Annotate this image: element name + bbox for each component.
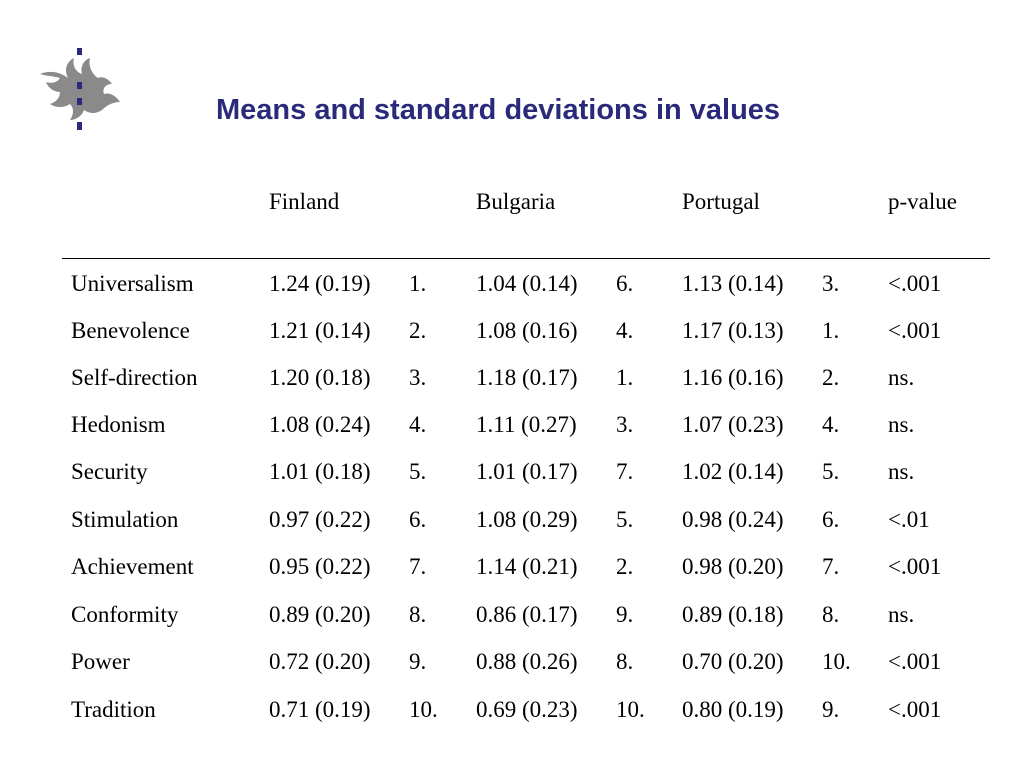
finland-mean-sd: 1.01 (0.18) — [269, 459, 371, 484]
p-value: ns. — [888, 412, 915, 437]
row-label: Security — [71, 459, 148, 484]
finland-rank: 2. — [409, 318, 427, 343]
finland-rank: 6. — [409, 507, 427, 532]
finland-rank: 1. — [409, 271, 427, 296]
finland-rank: 3. — [409, 365, 427, 390]
portugal-rank: 9. — [822, 697, 840, 722]
portugal-rank: 5. — [822, 459, 840, 484]
portugal-rank: 10. — [822, 649, 851, 674]
header-bulgaria: Bulgaria — [476, 189, 556, 214]
finland-rank: 7. — [409, 554, 427, 579]
finland-mean-sd: 0.71 (0.19) — [269, 697, 371, 722]
row-label: Benevolence — [71, 318, 190, 343]
bulgaria-mean-sd: 1.08 (0.16) — [476, 318, 578, 343]
bulgaria-rank: 2. — [616, 554, 634, 579]
table-row: Achievement 0.95 (0.22) 7. 1.14 (0.21) 2… — [0, 553, 1024, 600]
portugal-mean-sd: 1.17 (0.13) — [682, 318, 784, 343]
finland-rank: 4. — [409, 412, 427, 437]
p-value: <.001 — [888, 271, 942, 296]
row-label: Conformity — [71, 602, 179, 627]
bulgaria-mean-sd: 0.88 (0.26) — [476, 649, 578, 674]
portugal-mean-sd: 1.13 (0.14) — [682, 271, 784, 296]
finland-mean-sd: 0.97 (0.22) — [269, 507, 371, 532]
bulgaria-mean-sd: 1.11 (0.27) — [476, 412, 577, 437]
p-value: ns. — [888, 602, 915, 627]
p-value: <.001 — [888, 318, 942, 343]
bulgaria-mean-sd: 0.69 (0.23) — [476, 697, 578, 722]
finland-mean-sd: 1.21 (0.14) — [269, 318, 371, 343]
row-label: Stimulation — [71, 507, 179, 532]
table-row: Self-direction 1.20 (0.18) 3. 1.18 (0.17… — [0, 364, 1024, 411]
portugal-mean-sd: 1.16 (0.16) — [682, 365, 784, 390]
p-value: <.001 — [888, 554, 942, 579]
row-label: Universalism — [71, 271, 194, 296]
p-value: <.001 — [888, 649, 942, 674]
p-value: <.01 — [888, 507, 930, 532]
table-row: Hedonism 1.08 (0.24) 4. 1.11 (0.27) 3. 1… — [0, 411, 1024, 458]
portugal-mean-sd: 1.07 (0.23) — [682, 412, 784, 437]
bulgaria-rank: 5. — [616, 507, 634, 532]
finland-mean-sd: 1.24 (0.19) — [269, 271, 371, 296]
portugal-rank: 7. — [822, 554, 840, 579]
row-label: Hedonism — [71, 412, 166, 437]
finland-mean-sd: 0.72 (0.20) — [269, 649, 371, 674]
table-row: Tradition 0.71 (0.19) 10. 0.69 (0.23) 10… — [0, 696, 1024, 743]
finland-rank: 8. — [409, 602, 427, 627]
p-value: ns. — [888, 459, 915, 484]
bulgaria-mean-sd: 1.04 (0.14) — [476, 271, 578, 296]
row-label: Self-direction — [71, 365, 198, 390]
row-label: Achievement — [71, 554, 194, 579]
bulgaria-rank: 10. — [616, 697, 645, 722]
portugal-mean-sd: 0.80 (0.19) — [682, 697, 784, 722]
p-value: ns. — [888, 365, 915, 390]
bulgaria-rank: 8. — [616, 649, 634, 674]
row-label: Power — [71, 649, 130, 674]
bulgaria-rank: 3. — [616, 412, 634, 437]
portugal-rank: 4. — [822, 412, 840, 437]
portugal-mean-sd: 1.02 (0.14) — [682, 459, 784, 484]
table-row: Universalism 1.24 (0.19) 1. 1.04 (0.14) … — [0, 270, 1024, 317]
header-p-value: p-value — [888, 189, 957, 214]
table-row: Security 1.01 (0.18) 5. 1.01 (0.17) 7. 1… — [0, 458, 1024, 505]
slide-title: Means and standard deviations in values — [216, 94, 781, 126]
bulgaria-mean-sd: 1.08 (0.29) — [476, 507, 578, 532]
bulgaria-mean-sd: 1.14 (0.21) — [476, 554, 578, 579]
bulgaria-rank: 6. — [616, 271, 634, 296]
finland-rank: 5. — [409, 459, 427, 484]
bulgaria-mean-sd: 1.18 (0.17) — [476, 365, 578, 390]
finland-mean-sd: 1.20 (0.18) — [269, 365, 371, 390]
p-value: <.001 — [888, 697, 942, 722]
header-divider — [62, 258, 990, 259]
header-portugal: Portugal — [682, 189, 760, 214]
portugal-mean-sd: 0.70 (0.20) — [682, 649, 784, 674]
table-row: Benevolence 1.21 (0.14) 2. 1.08 (0.16) 4… — [0, 317, 1024, 364]
bulgaria-mean-sd: 0.86 (0.17) — [476, 602, 578, 627]
portugal-rank: 1. — [822, 318, 840, 343]
university-flame-logo-icon — [40, 48, 120, 130]
bulgaria-rank: 4. — [616, 318, 634, 343]
finland-mean-sd: 1.08 (0.24) — [269, 412, 371, 437]
portugal-rank: 8. — [822, 602, 840, 627]
table-row: Power 0.72 (0.20) 9. 0.88 (0.26) 8. 0.70… — [0, 648, 1024, 695]
finland-mean-sd: 0.95 (0.22) — [269, 554, 371, 579]
bulgaria-rank: 1. — [616, 365, 634, 390]
finland-rank: 9. — [409, 649, 427, 674]
portugal-rank: 2. — [822, 365, 840, 390]
table-row: Stimulation 0.97 (0.22) 6. 1.08 (0.29) 5… — [0, 506, 1024, 553]
bulgaria-rank: 9. — [616, 602, 634, 627]
header-finland: Finland — [269, 189, 340, 214]
portugal-mean-sd: 0.89 (0.18) — [682, 602, 784, 627]
portugal-mean-sd: 0.98 (0.24) — [682, 507, 784, 532]
table-row: Conformity 0.89 (0.20) 8. 0.86 (0.17) 9.… — [0, 601, 1024, 648]
portugal-mean-sd: 0.98 (0.20) — [682, 554, 784, 579]
bulgaria-mean-sd: 1.01 (0.17) — [476, 459, 578, 484]
row-label: Tradition — [71, 697, 156, 722]
finland-rank: 10. — [409, 697, 438, 722]
portugal-rank: 3. — [822, 271, 840, 296]
finland-mean-sd: 0.89 (0.20) — [269, 602, 371, 627]
portugal-rank: 6. — [822, 507, 840, 532]
bulgaria-rank: 7. — [616, 459, 634, 484]
